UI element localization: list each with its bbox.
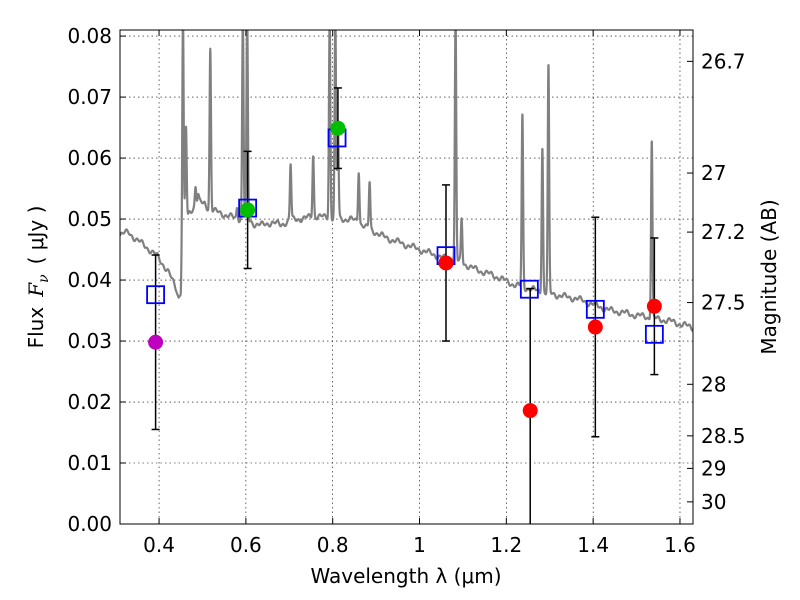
magnitude-tick-label: 26.7 <box>701 49 746 73</box>
model-spectrum-line <box>120 30 693 332</box>
axis-ticks: 0.4 0.6 0.8 1 1.2 1.4 1.6 0.00 0.01 0.02 0.03 0.04 0… <box>67 24 745 557</box>
observed-photometry-point <box>240 202 256 218</box>
y-axis-label-units: ( μJy ) <box>24 206 48 265</box>
x-tick-label: 0.8 <box>317 533 349 557</box>
plot-frame <box>119 29 694 525</box>
y-axis-label-subscript: ν <box>36 274 52 283</box>
magnitude-axis-label: Magnitude (AB) <box>757 199 781 354</box>
x-tick-label: 1.2 <box>490 533 522 557</box>
y-axis-label-symbol: F <box>24 282 48 298</box>
y-tick-label: 0.01 <box>67 451 112 475</box>
y-tick-label: 0.04 <box>67 268 112 292</box>
magnitude-tick-label: 27.2 <box>701 220 746 244</box>
x-tick-label: 0.6 <box>230 533 262 557</box>
magnitude-tick-label: 30 <box>701 490 726 514</box>
model-photometry-square <box>585 299 605 319</box>
model-spectrum-layer <box>120 30 693 332</box>
magnitude-tick-label: 28.5 <box>701 424 746 448</box>
magnitude-tick-label: 29 <box>701 456 726 480</box>
y-tick-label: 0.05 <box>67 207 112 231</box>
y-tick-label: 0.07 <box>67 85 112 109</box>
observed-photometry-point <box>148 334 164 350</box>
y-axis-label: Flux Fν ( μJy ) <box>24 206 52 349</box>
observed-photometry-point <box>587 319 603 335</box>
observed-photometry-layer <box>148 120 662 419</box>
observed-photometry-point <box>646 298 662 314</box>
x-tick-label: 1.4 <box>577 533 609 557</box>
model-photometry-square <box>519 279 539 299</box>
magnitude-tick-label: 27 <box>701 161 726 185</box>
observed-photometry-point <box>438 255 454 271</box>
observed-photometry-point <box>330 120 346 136</box>
y-tick-label: 0.03 <box>67 329 112 353</box>
y-axis-label-text: Flux <box>24 307 48 349</box>
x-axis-label: Wavelength λ (μm) <box>310 564 501 588</box>
magnitude-tick-label: 28 <box>701 372 726 396</box>
y-tick-label: 0.02 <box>67 390 112 414</box>
y-tick-label: 0.06 <box>67 146 112 170</box>
y-tick-label: 0.00 <box>67 512 112 536</box>
magnitude-tick-label: 27.5 <box>701 291 746 315</box>
x-tick-label: 1.6 <box>664 533 696 557</box>
model-photometry-square <box>644 324 664 344</box>
y-tick-label: 0.08 <box>67 24 112 48</box>
x-tick-label: 1 <box>413 533 426 557</box>
x-tick-label: 0.4 <box>143 533 175 557</box>
model-photometry-square <box>146 285 165 305</box>
observed-photometry-point <box>522 403 538 419</box>
